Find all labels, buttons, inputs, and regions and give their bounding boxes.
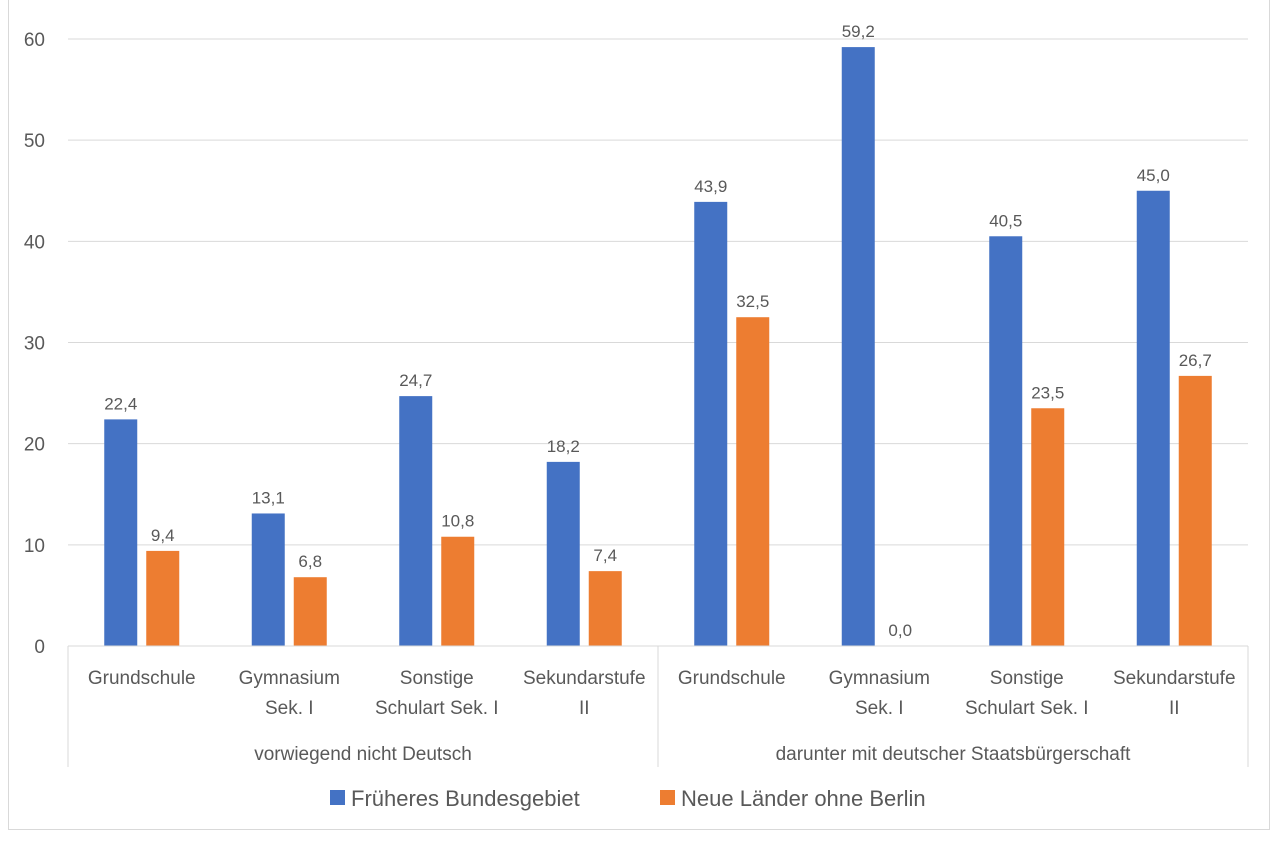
x-category-label: Sek. I xyxy=(855,698,904,719)
data-label: 43,9 xyxy=(694,177,727,196)
bar-neue-laender xyxy=(146,550,180,646)
x-category-label: Gymnasium xyxy=(239,668,340,689)
x-category-label: Grundschule xyxy=(678,668,786,689)
data-label: 32,5 xyxy=(736,292,769,311)
bar-frueheres-bundesgebiet xyxy=(546,461,580,646)
y-tick-label: 10 xyxy=(24,536,45,557)
bar-frueheres-bundesgebiet xyxy=(1136,190,1170,646)
data-label: 59,2 xyxy=(842,22,875,41)
legend-label: Früheres Bundesgebiet xyxy=(351,786,580,811)
bar-neue-laender xyxy=(1031,408,1065,646)
data-label: 0,0 xyxy=(888,621,912,640)
bar-frueheres-bundesgebiet xyxy=(989,236,1023,646)
x-category-label: Gymnasium xyxy=(829,668,930,689)
bar-frueheres-bundesgebiet xyxy=(399,396,433,646)
data-label: 6,8 xyxy=(298,552,322,571)
y-tick-label: 50 xyxy=(24,131,45,152)
data-label: 45,0 xyxy=(1137,166,1170,185)
data-label: 26,7 xyxy=(1179,351,1212,370)
group-label: darunter mit deutscher Staatsbürgerschaf… xyxy=(776,744,1132,765)
x-category-label: Sek. I xyxy=(265,698,314,719)
data-label: 24,7 xyxy=(399,371,432,390)
bar-neue-laender xyxy=(736,317,770,646)
chart-frame xyxy=(8,0,1270,830)
bar-neue-laender xyxy=(441,536,475,646)
y-tick-label: 0 xyxy=(34,637,45,658)
legend-label: Neue Länder ohne Berlin xyxy=(681,786,926,811)
x-category-label: Schulart Sek. I xyxy=(965,698,1089,719)
bar-frueheres-bundesgebiet xyxy=(104,419,138,646)
y-tick-label: 30 xyxy=(24,334,45,355)
group-label: vorwiegend nicht Deutsch xyxy=(254,744,472,765)
data-label: 10,8 xyxy=(441,512,474,531)
x-category-label: II xyxy=(579,698,590,719)
data-label: 40,5 xyxy=(989,211,1022,230)
data-label: 22,4 xyxy=(104,394,137,413)
y-tick-label: 20 xyxy=(24,435,45,456)
bar-frueheres-bundesgebiet xyxy=(694,201,728,646)
bar-frueheres-bundesgebiet xyxy=(251,513,285,646)
bar-neue-laender xyxy=(1178,375,1212,646)
data-label: 7,4 xyxy=(593,546,617,565)
y-tick-label: 60 xyxy=(24,30,45,51)
bar-neue-laender xyxy=(293,577,327,646)
bar-neue-laender xyxy=(588,571,622,646)
x-category-label: Sekundarstufe xyxy=(523,668,646,689)
x-category-label: Sekundarstufe xyxy=(1113,668,1236,689)
x-category-label: II xyxy=(1169,698,1180,719)
bar-frueheres-bundesgebiet xyxy=(841,47,875,647)
data-label: 13,1 xyxy=(252,488,285,507)
x-category-label: Sonstige xyxy=(400,668,474,689)
data-label: 18,2 xyxy=(547,437,580,456)
legend-swatch xyxy=(330,790,345,805)
y-tick-label: 40 xyxy=(24,232,45,253)
data-label: 9,4 xyxy=(151,526,175,545)
x-category-label: Sonstige xyxy=(990,668,1064,689)
legend-swatch xyxy=(660,790,675,805)
x-category-label: Schulart Sek. I xyxy=(375,698,499,719)
data-label: 23,5 xyxy=(1031,383,1064,402)
x-category-label: Grundschule xyxy=(88,668,196,689)
